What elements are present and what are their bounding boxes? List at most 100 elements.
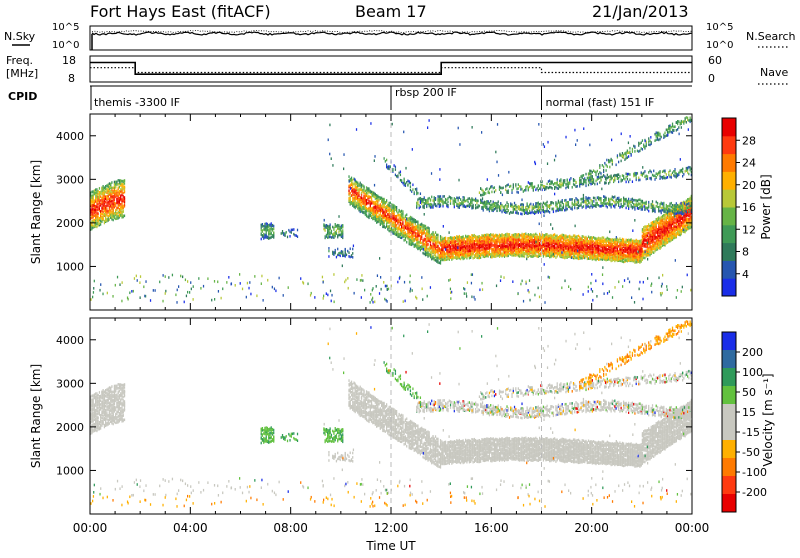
power-cell (372, 191, 373, 194)
power-cell (353, 188, 354, 191)
power-cell (573, 242, 574, 245)
power-cell (638, 248, 639, 251)
power-cell (523, 246, 524, 249)
power-cell (93, 225, 94, 228)
power-cell (411, 217, 412, 220)
power-cell (484, 247, 485, 250)
power-cell (504, 255, 505, 258)
power-cell (401, 223, 402, 226)
power-cell (419, 233, 420, 236)
power-cell (450, 245, 451, 248)
power-cell (668, 230, 669, 233)
power-cell (619, 237, 620, 240)
power-cell (589, 237, 590, 240)
power-cell (622, 254, 623, 257)
power-cell (266, 229, 267, 232)
power-cell (431, 236, 432, 239)
power-cell (395, 206, 396, 209)
power-cell (352, 191, 353, 194)
power-cell (676, 226, 677, 229)
power-cell (486, 200, 487, 203)
power-cell (385, 211, 386, 214)
power-cell (111, 187, 112, 190)
power-cell (425, 225, 426, 228)
power-cell (441, 236, 442, 239)
power-cell (382, 206, 383, 209)
power-cell (119, 190, 120, 193)
power-cell (366, 202, 367, 205)
power-cell (414, 238, 415, 241)
power-cell (293, 228, 294, 231)
power-cell (352, 189, 353, 192)
power-cell (376, 194, 377, 197)
power-cell (424, 207, 425, 210)
power-cell (597, 254, 598, 257)
power-cell (358, 194, 359, 197)
power-cell (384, 225, 385, 228)
power-cell (103, 185, 104, 188)
power-cell (415, 228, 416, 231)
power-cell (124, 179, 125, 182)
power-cell (527, 234, 528, 237)
power-cell (450, 196, 451, 199)
power-cell (674, 218, 675, 221)
power-cell (598, 252, 599, 255)
power-cell (366, 186, 367, 189)
power-cell (396, 227, 397, 230)
power-cell (415, 226, 416, 229)
power-cell (515, 233, 516, 236)
power-cell (687, 198, 688, 201)
power-cell (394, 204, 395, 207)
power-cell (505, 233, 506, 236)
power-cell (348, 185, 349, 188)
power-cell (337, 248, 338, 251)
power-cell (677, 225, 678, 228)
power-cell (647, 238, 648, 241)
power-cell (377, 216, 378, 219)
power-cell (501, 244, 502, 247)
power-cell (387, 217, 388, 220)
power-cell (475, 204, 476, 207)
power-cell (98, 203, 99, 206)
power-cell (559, 251, 560, 254)
power-cell (582, 235, 583, 238)
power-cell (683, 223, 684, 226)
power-cell (573, 234, 574, 237)
power-cell (431, 233, 432, 236)
power-cell (365, 206, 366, 209)
power-cell (121, 183, 122, 186)
power-cell (395, 232, 396, 235)
power-cell (468, 245, 469, 248)
power-cell (348, 192, 349, 195)
power-cell (539, 233, 540, 236)
power-cell (503, 240, 504, 243)
power-cell (446, 240, 447, 243)
power-cell (653, 244, 654, 247)
power-cell (376, 208, 377, 211)
power-cell (528, 243, 529, 246)
power-cell (381, 220, 382, 223)
power-cell (269, 223, 270, 226)
power-cell (471, 200, 472, 203)
power-cell (663, 237, 664, 240)
power-cell (368, 187, 369, 190)
power-cell (657, 230, 658, 233)
power-cell (427, 198, 428, 201)
power-cell (567, 255, 568, 258)
power-cell (653, 221, 654, 224)
power-cell (425, 199, 426, 202)
power-cell (668, 212, 669, 215)
power-cell (342, 251, 343, 254)
power-cell (116, 198, 117, 201)
power-cell (585, 244, 586, 247)
power-cell (484, 242, 485, 245)
power-cell (366, 207, 367, 210)
power-cell (397, 234, 398, 237)
power-cell (623, 261, 624, 264)
power-cell (608, 238, 609, 241)
power-cell (524, 233, 525, 236)
power-cell (399, 225, 400, 228)
power-cell (642, 240, 643, 243)
power-cell (515, 238, 516, 241)
